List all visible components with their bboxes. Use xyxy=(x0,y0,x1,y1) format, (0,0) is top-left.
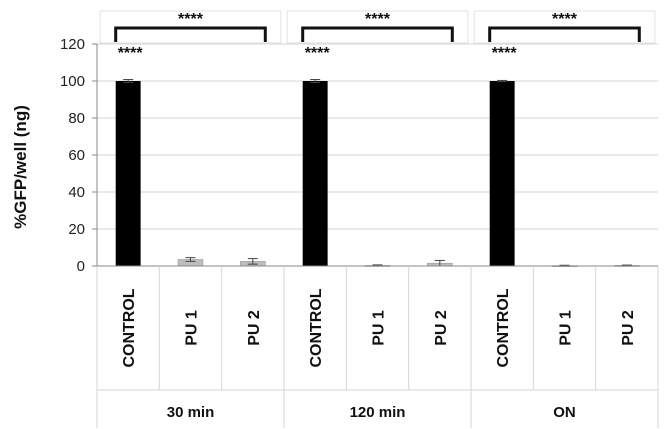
category-label: PU 2 xyxy=(246,310,263,346)
category-label: PU 2 xyxy=(433,310,450,346)
significance-annotations: **** **** **** **** **** **** xyxy=(99,10,656,62)
y-tick-label: 20 xyxy=(68,221,85,238)
category-label: PU 1 xyxy=(184,310,201,346)
significance-bracket xyxy=(301,26,454,42)
y-tick-label: 80 xyxy=(68,110,85,127)
group-label: 120 min xyxy=(350,404,406,421)
category-label: CONTROL xyxy=(121,288,138,367)
significance-bracket xyxy=(114,26,267,42)
category-label: PU 2 xyxy=(620,310,637,346)
y-axis-label: %GFP/well (ng) xyxy=(11,105,30,229)
category-label: CONTROL xyxy=(308,288,325,367)
axes: 0 20 40 60 80 100 120 CONTROL PU 1 PU 2 30 min CONT… xyxy=(60,36,659,428)
category-label: CONTROL xyxy=(495,288,512,367)
bar-120-min-control xyxy=(302,81,328,266)
bars xyxy=(115,79,640,267)
y-tick-label: 120 xyxy=(60,36,85,53)
category-label: PU 1 xyxy=(371,310,388,346)
y-tick-label: 40 xyxy=(68,184,85,201)
significance-bracket xyxy=(488,26,641,42)
significance-stars-bracket: **** xyxy=(552,11,578,28)
bar-30-min-control xyxy=(115,81,141,266)
group-label: ON xyxy=(553,404,576,421)
significance-stars-bracket: **** xyxy=(365,11,391,28)
gridlines xyxy=(97,43,658,230)
significance-stars-bracket: **** xyxy=(178,11,204,28)
bar-on-control xyxy=(489,81,515,266)
significance-stars-bar: **** xyxy=(492,45,518,62)
significance-stars-bar: **** xyxy=(305,45,331,62)
y-tick-label: 60 xyxy=(68,147,85,164)
group-label: 30 min xyxy=(167,404,215,421)
category-label: PU 1 xyxy=(558,310,575,346)
y-tick-label: 100 xyxy=(60,73,85,90)
y-tick-label: 0 xyxy=(77,258,85,275)
significance-stars-bar: **** xyxy=(118,45,144,62)
